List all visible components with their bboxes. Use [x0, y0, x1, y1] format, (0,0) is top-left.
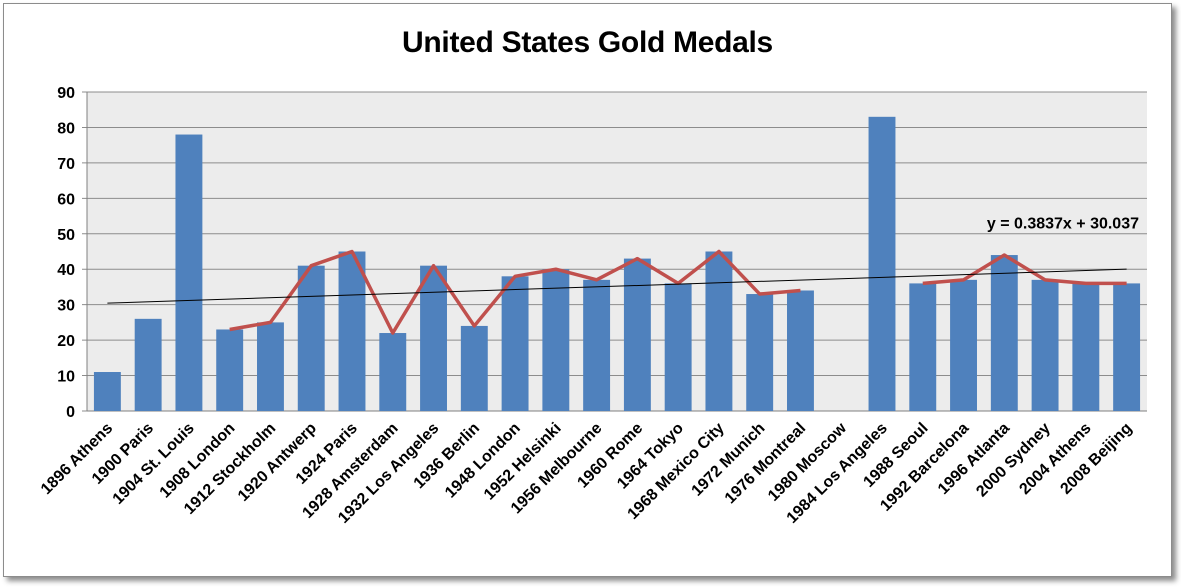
plot-area [87, 92, 1147, 411]
bar [501, 276, 529, 411]
trendline-equation: y = 0.3837x + 30.037 [987, 215, 1139, 232]
bar [175, 134, 203, 412]
chart-title: United States Gold Medals [402, 26, 773, 59]
bar [338, 251, 366, 411]
y-tick-label: 50 [57, 227, 75, 244]
bar [664, 283, 692, 411]
bar [950, 279, 977, 411]
y-tick-label: 10 [57, 369, 75, 386]
bar [216, 329, 244, 411]
bar [93, 372, 121, 411]
bar [542, 269, 570, 411]
y-tick-label: 80 [57, 120, 75, 137]
bar [990, 255, 1018, 411]
bar [297, 265, 325, 411]
bar [1113, 283, 1141, 411]
bar [787, 290, 814, 411]
bar [746, 294, 774, 411]
y-tick-label: 40 [57, 262, 75, 279]
x-tick-label: 2008 Beijing [1057, 420, 1135, 498]
bar [1072, 283, 1100, 411]
bar [623, 258, 651, 411]
y-tick-label: 20 [57, 333, 75, 350]
y-tick-label: 30 [57, 298, 75, 315]
line-series [229, 249, 801, 335]
line-series [922, 253, 1127, 286]
bar [909, 283, 937, 411]
y-tick-label: 0 [66, 404, 75, 421]
bar [868, 116, 896, 412]
trendline [107, 268, 1127, 304]
bar [257, 322, 284, 411]
bar [134, 318, 162, 411]
bar [379, 333, 407, 411]
bar [460, 325, 488, 411]
bar [420, 265, 447, 411]
chart-frame: United States Gold Medals 0 10 20 30 40 50 60 7… [3, 3, 1172, 577]
bar [705, 251, 733, 411]
bar [583, 279, 611, 411]
y-tick-label: 70 [57, 156, 75, 173]
y-tick-label: 60 [57, 191, 75, 208]
bar [1031, 279, 1059, 411]
y-tick-label: 90 [57, 85, 75, 102]
